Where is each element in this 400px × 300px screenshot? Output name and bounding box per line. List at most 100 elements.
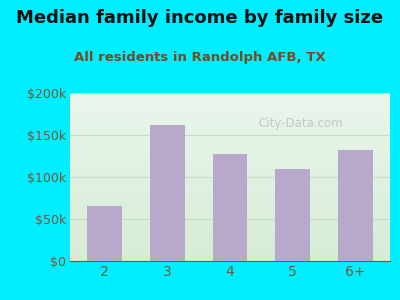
Bar xyxy=(70,227,390,229)
Bar xyxy=(70,236,390,238)
Bar xyxy=(70,200,390,202)
Bar xyxy=(70,244,390,246)
Bar xyxy=(70,221,390,222)
Bar xyxy=(70,128,390,130)
Bar xyxy=(70,189,390,190)
Bar xyxy=(70,138,390,140)
Bar xyxy=(70,172,390,174)
Bar xyxy=(70,196,390,197)
Bar xyxy=(70,162,390,164)
Bar xyxy=(70,253,390,254)
Bar xyxy=(70,226,390,227)
Bar xyxy=(70,133,390,135)
Bar xyxy=(70,246,390,247)
Bar xyxy=(213,154,247,261)
Bar xyxy=(70,219,390,221)
Bar xyxy=(70,229,390,231)
Bar xyxy=(70,154,390,155)
Bar xyxy=(70,132,390,133)
Bar xyxy=(70,256,390,258)
Bar xyxy=(70,179,390,180)
Bar xyxy=(70,167,390,169)
Bar xyxy=(70,137,390,138)
Bar xyxy=(70,175,390,177)
Bar xyxy=(70,105,390,106)
Bar xyxy=(70,174,390,175)
Bar xyxy=(70,125,390,127)
Bar xyxy=(70,217,390,219)
Bar xyxy=(70,152,390,154)
Bar xyxy=(70,140,390,142)
Bar xyxy=(70,238,390,239)
Bar xyxy=(70,211,390,212)
Bar xyxy=(70,103,390,105)
Bar xyxy=(70,258,390,259)
Bar xyxy=(70,157,390,158)
Bar xyxy=(70,110,390,112)
Bar xyxy=(70,106,390,108)
Bar xyxy=(70,100,390,101)
Bar xyxy=(70,199,390,200)
Bar xyxy=(70,259,390,261)
Bar xyxy=(70,142,390,143)
Bar xyxy=(70,164,390,165)
Bar xyxy=(70,113,390,115)
Bar xyxy=(70,145,390,147)
Bar xyxy=(70,248,390,249)
Bar xyxy=(70,187,390,189)
Bar xyxy=(70,101,390,103)
Bar xyxy=(70,197,390,199)
Bar xyxy=(70,182,390,184)
Bar xyxy=(70,180,390,182)
Bar xyxy=(70,148,390,150)
Bar xyxy=(70,222,390,224)
Bar xyxy=(70,185,390,187)
Bar xyxy=(70,241,390,242)
Bar xyxy=(70,130,390,132)
Bar xyxy=(70,93,390,95)
Bar xyxy=(70,170,390,172)
Bar xyxy=(70,135,390,137)
Bar xyxy=(70,118,390,120)
Bar xyxy=(70,249,390,251)
Bar xyxy=(70,115,390,116)
Bar xyxy=(70,165,390,167)
Bar xyxy=(70,190,390,192)
Bar xyxy=(70,232,390,234)
Bar xyxy=(70,254,390,256)
Bar xyxy=(338,150,373,261)
Bar xyxy=(87,206,122,261)
Bar xyxy=(70,147,390,148)
Bar xyxy=(70,207,390,209)
Bar xyxy=(70,209,390,211)
Bar xyxy=(70,96,390,98)
Text: All residents in Randolph AFB, TX: All residents in Randolph AFB, TX xyxy=(74,51,326,64)
Bar xyxy=(70,150,390,152)
Bar xyxy=(70,160,390,162)
Bar xyxy=(70,214,390,216)
Bar xyxy=(70,155,390,157)
Bar xyxy=(70,98,390,100)
Bar xyxy=(70,192,390,194)
Bar xyxy=(70,231,390,233)
Bar xyxy=(70,120,390,122)
Bar xyxy=(70,108,390,110)
Bar xyxy=(70,194,390,196)
Bar xyxy=(70,169,390,170)
Bar xyxy=(70,216,390,217)
Bar xyxy=(276,169,310,261)
Bar xyxy=(70,127,390,128)
Bar xyxy=(70,95,390,96)
Bar xyxy=(70,123,390,125)
Bar xyxy=(70,239,390,241)
Bar xyxy=(70,143,390,145)
Bar xyxy=(70,158,390,160)
Bar xyxy=(70,234,390,236)
Bar xyxy=(150,125,184,261)
Bar xyxy=(70,202,390,204)
Bar xyxy=(70,204,390,206)
Bar xyxy=(70,177,390,179)
Bar xyxy=(70,184,390,185)
Bar xyxy=(70,116,390,118)
Bar xyxy=(70,212,390,214)
